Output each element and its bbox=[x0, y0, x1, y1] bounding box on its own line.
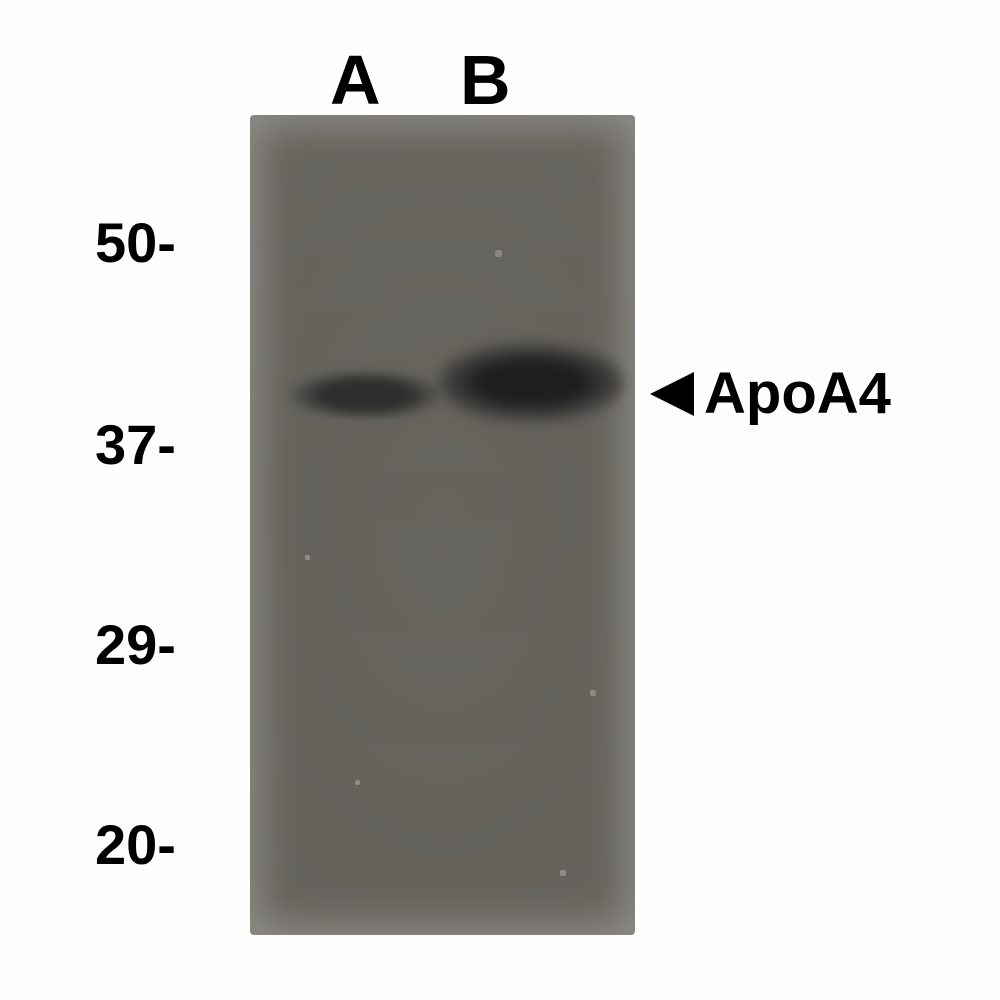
noise-speck bbox=[305, 555, 310, 560]
lane-label-a: A bbox=[330, 40, 381, 120]
band-label-apoa4: ApoA4 bbox=[650, 360, 891, 427]
mw-marker-20: 20- bbox=[95, 812, 176, 877]
noise-speck bbox=[355, 780, 360, 785]
noise-speck bbox=[560, 870, 566, 876]
noise-speck bbox=[590, 690, 596, 696]
noise-speck bbox=[495, 250, 502, 257]
mw-marker-37: 37- bbox=[95, 412, 176, 477]
band-label-text: ApoA4 bbox=[704, 360, 891, 427]
mw-marker-29: 29- bbox=[95, 612, 176, 677]
mw-marker-50: 50- bbox=[95, 210, 176, 275]
band-lane-b bbox=[438, 340, 623, 425]
figure-canvas: A B 50- 37- 29- 20- ApoA4 bbox=[0, 0, 1000, 1000]
lane-label-b: B bbox=[460, 40, 511, 120]
band-lane-a bbox=[288, 366, 443, 424]
blot-membrane bbox=[250, 115, 635, 935]
arrowhead-icon bbox=[650, 372, 694, 416]
